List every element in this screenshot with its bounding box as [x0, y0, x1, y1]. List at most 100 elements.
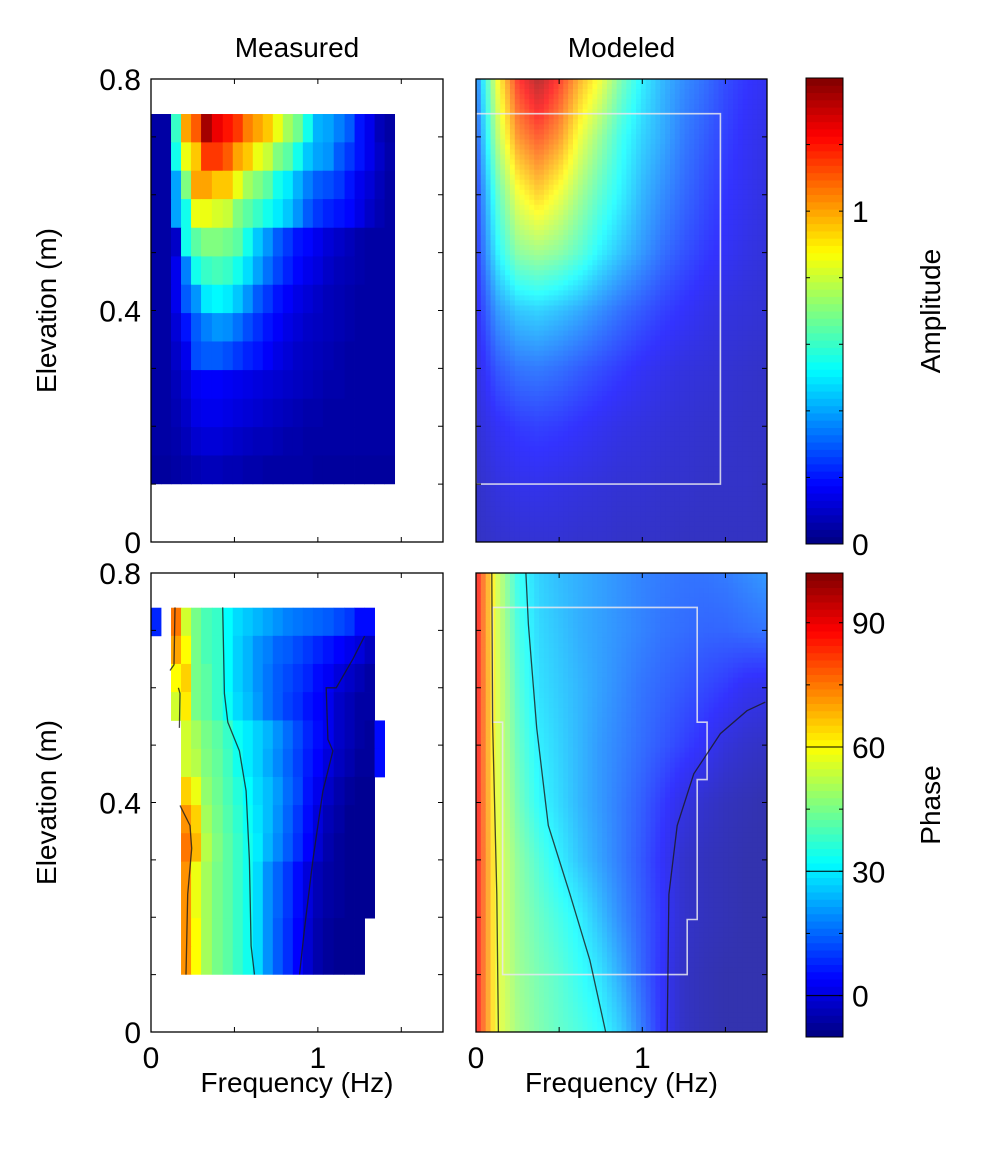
heatmap-cell [602, 461, 608, 468]
heatmap-cell [616, 194, 622, 201]
heatmap-cell [181, 256, 192, 286]
heatmap-cell [344, 114, 355, 143]
heatmap-cell [660, 260, 666, 266]
heatmap-cell [660, 99, 666, 105]
heatmap-cell [713, 401, 719, 407]
heatmap-cell [485, 501, 492, 508]
heatmap-cell [534, 270, 540, 276]
heatmap-cell [660, 270, 666, 276]
heatmap-cell [665, 219, 671, 226]
heatmap-cell [713, 375, 719, 382]
heatmap-cell [674, 124, 681, 130]
heatmap-cell [364, 142, 375, 172]
heatmap-cell [631, 174, 637, 181]
heatmap-cell [636, 204, 642, 211]
heatmap-cell [577, 446, 584, 452]
heatmap-cell [534, 265, 540, 271]
heatmap-cell [684, 169, 690, 176]
heatmap-cell [509, 385, 516, 392]
heatmap-cell [694, 154, 700, 161]
heatmap-cell [684, 159, 690, 166]
heatmap-cell [490, 280, 496, 286]
heatmap-cell [665, 119, 671, 125]
heatmap-cell [480, 260, 487, 266]
heatmap-cell [670, 134, 676, 140]
heatmap-cell [505, 119, 511, 125]
heatmap-cell [384, 170, 396, 200]
heatmap-cell [505, 265, 511, 271]
heatmap-cell [587, 416, 593, 422]
heatmap-cell [660, 531, 666, 538]
heatmap-cell [626, 375, 632, 382]
heatmap-cell [514, 255, 521, 261]
heatmap-cell [495, 511, 501, 518]
heatmap-cell [558, 235, 564, 241]
heatmap-cell [626, 219, 632, 226]
heatmap-cell [480, 521, 487, 528]
heatmap-cell [679, 391, 686, 397]
heatmap-cell [660, 245, 666, 251]
heatmap-cell [495, 526, 501, 533]
heatmap-cell [500, 164, 506, 171]
heatmap-cell [558, 179, 564, 186]
heatmap-cell [374, 170, 385, 200]
heatmap-cell [713, 345, 719, 352]
heatmap-cell [485, 285, 492, 291]
heatmap-cell [519, 441, 525, 447]
heatmap-cell [636, 275, 642, 281]
heatmap-cell [582, 199, 589, 206]
heatmap-cell [650, 270, 656, 276]
heatmap-cell [262, 114, 274, 143]
heatmap-cell [645, 496, 652, 503]
heatmap-cell [631, 265, 637, 271]
heatmap-cell [558, 391, 564, 397]
heatmap-cell [611, 209, 618, 216]
heatmap-cell [529, 189, 535, 196]
heatmap-cell [597, 335, 603, 342]
heatmap-cell [708, 375, 715, 382]
heatmap-cell [495, 391, 501, 397]
heatmap-cell [553, 466, 559, 473]
heatmap-cell [485, 224, 492, 231]
heatmap-cell [563, 511, 569, 518]
heatmap-cell [650, 104, 656, 110]
heatmap-cell [592, 79, 598, 85]
heatmap-cell [529, 229, 535, 236]
heatmap-cell [543, 320, 550, 327]
heatmap-cell [655, 360, 661, 367]
heatmap-cell [553, 179, 559, 186]
heatmap-cell [548, 265, 555, 271]
heatmap-cell [509, 396, 516, 402]
heatmap-cell [509, 466, 516, 473]
heatmap-cell [645, 270, 652, 276]
heatmap-cell [519, 169, 525, 176]
heatmap-cell [480, 109, 487, 115]
heatmap-cell [211, 427, 224, 456]
heatmap-cell [495, 154, 501, 161]
heatmap-cell [519, 240, 525, 246]
heatmap-cell [708, 310, 715, 317]
heatmap-cell [322, 199, 335, 229]
heatmap-cell [713, 396, 719, 402]
heatmap-cell [485, 421, 492, 427]
heatmap-cell [597, 169, 603, 176]
heatmap-cell [222, 341, 234, 371]
heatmap-cell [543, 235, 550, 241]
heatmap-cell [262, 427, 274, 456]
heatmap-cell [597, 204, 603, 211]
heatmap-cell [592, 370, 598, 377]
heatmap-cell [558, 536, 564, 542]
heatmap-cell [514, 345, 521, 352]
heatmap-cell [650, 139, 656, 145]
heatmap-cell [640, 516, 647, 523]
heatmap-cell [640, 245, 647, 251]
heatmap-cell [500, 295, 506, 301]
heatmap-cell [684, 536, 690, 542]
heatmap-cell [694, 391, 700, 397]
heatmap-cell [645, 189, 652, 196]
heatmap-cell [606, 365, 613, 372]
heatmap-cell [529, 375, 535, 382]
heatmap-cell [568, 396, 574, 402]
heatmap-cell [509, 280, 516, 286]
